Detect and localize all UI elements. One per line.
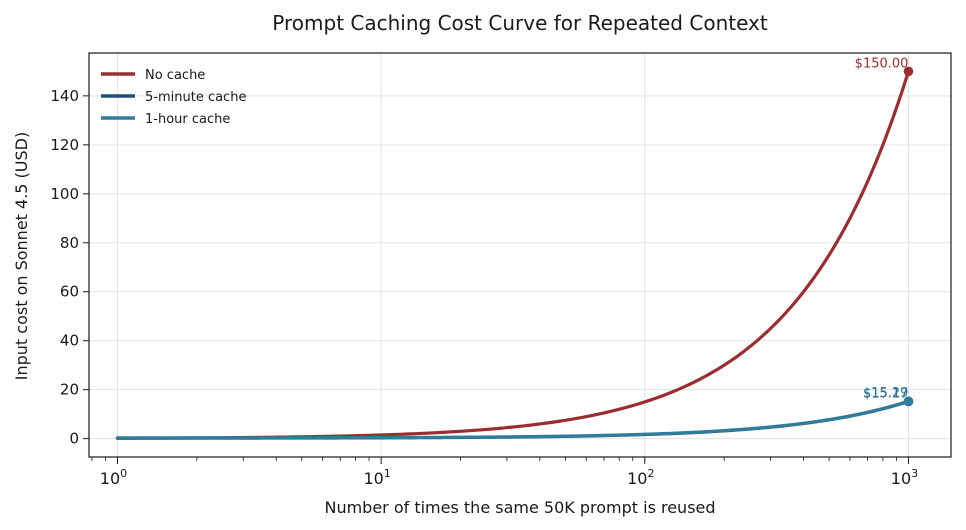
- y-axis-label: Input cost on Sonnet 4.5 (USD): [12, 132, 31, 380]
- y-tick-label: 0: [69, 430, 79, 448]
- y-tick-label: 60: [60, 283, 79, 301]
- x-tick-label: 100: [100, 467, 127, 488]
- y-tick-label: 100: [50, 185, 79, 203]
- series-line-5-minute-cache: [115, 399, 911, 440]
- series-layer: $150.00 $15.17$15.29: [115, 56, 914, 440]
- end-value-label: $15.17: [863, 386, 909, 401]
- x-tick-label: 103: [891, 467, 918, 488]
- series-line-1-hour-cache: [115, 399, 911, 440]
- x-tick-label: 101: [363, 467, 390, 488]
- end-point-marker: [903, 66, 914, 77]
- end-point-marker: [903, 396, 914, 407]
- legend-entry-label: 1-hour cache: [145, 112, 230, 127]
- y-tick-label: 140: [50, 87, 79, 105]
- end-value-label: $150.00: [855, 56, 909, 71]
- y-tick-label: 80: [60, 234, 79, 252]
- end-value-label: $15.29: [863, 386, 909, 401]
- legend-entry-label: No cache: [145, 68, 205, 83]
- series-line-no-cache: [115, 69, 911, 440]
- x-tick-label: 102: [627, 467, 654, 488]
- legend-entry-label: 5-minute cache: [145, 90, 246, 105]
- x-axis-label: Number of times the same 50K prompt is r…: [324, 498, 715, 517]
- y-tick-label: 40: [60, 332, 79, 350]
- y-tick-label: 120: [50, 136, 79, 154]
- legend: No cache 5-minute cache 1-hour cache: [101, 68, 246, 127]
- y-tick-label: 20: [60, 381, 79, 399]
- plot-frame: [88, 52, 952, 458]
- axes-layer: 0 20 40 60 80 100 120 140 100 101 102 103: [50, 52, 952, 488]
- chart-title: Prompt Caching Cost Curve for Repeated C…: [272, 11, 768, 35]
